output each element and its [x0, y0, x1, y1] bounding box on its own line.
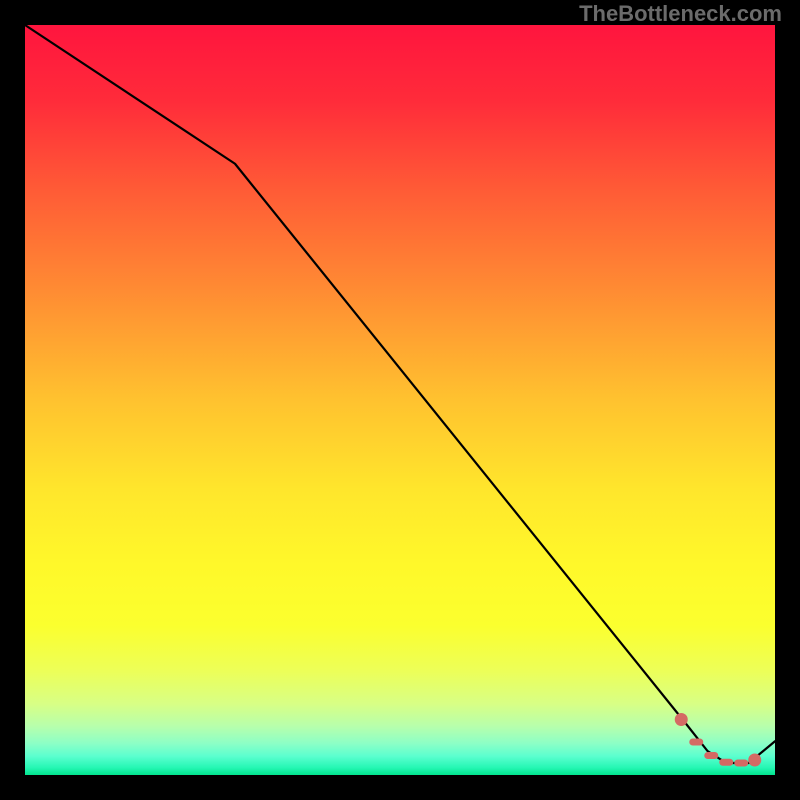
marker-dash-2 — [704, 752, 718, 759]
marker-dash-3 — [719, 759, 733, 766]
marker-circle-0 — [675, 713, 688, 726]
watermark-text: TheBottleneck.com — [579, 1, 782, 27]
chart-svg — [0, 0, 800, 800]
plot-background — [25, 25, 775, 775]
marker-dash-4 — [734, 760, 748, 767]
chart-stage: TheBottleneck.com — [0, 0, 800, 800]
marker-dash-1 — [689, 739, 703, 746]
marker-circle-5 — [748, 754, 761, 767]
